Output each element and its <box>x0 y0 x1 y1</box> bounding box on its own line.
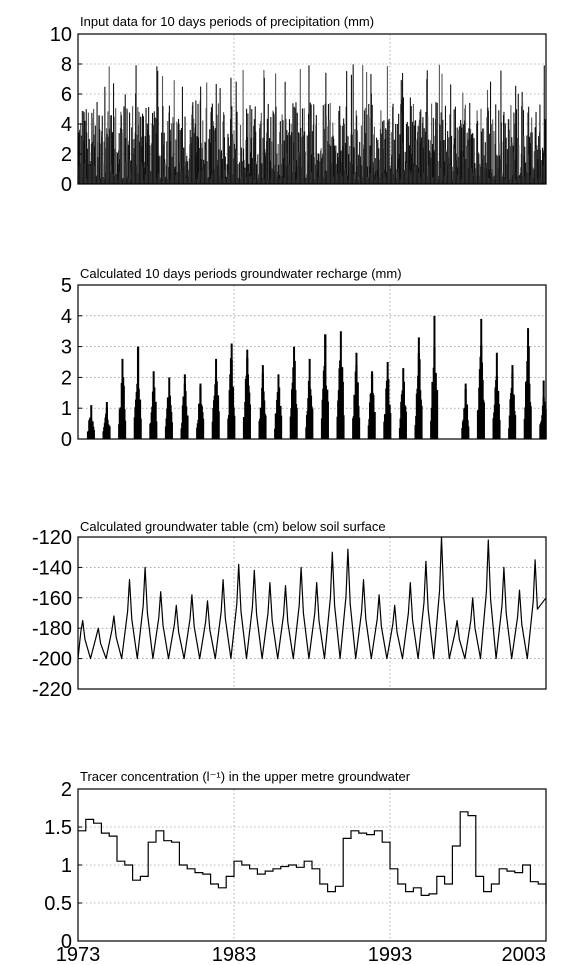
panel-2-marks <box>86 315 547 439</box>
y-tick-label: -220 <box>32 679 72 701</box>
y-tick-label: 2 <box>61 144 72 166</box>
y-tick-label: 8 <box>61 54 72 76</box>
y-tick-label: 0.5 <box>44 893 72 915</box>
y-tick-label: -200 <box>32 649 72 671</box>
panel-3-yticks: -220 -200 -180 -160 -140 -120 <box>32 527 82 701</box>
y-tick-label: -180 <box>32 618 72 640</box>
panel-3-grid <box>78 537 546 689</box>
panel-4-title: Tracer concentration (l⁻¹) in the upper … <box>80 769 411 784</box>
y-tick-label: 10 <box>50 24 72 46</box>
panel-groundwater-table: Calculated groundwater table (cm) below … <box>32 519 547 701</box>
x-tick-label: 1973 <box>56 944 101 965</box>
y-tick-label: -120 <box>32 527 72 549</box>
panel-2-yticks: 0 1 2 3 4 5 <box>61 275 82 451</box>
y-tick-label: 0 <box>61 931 72 953</box>
y-tick-label: 6 <box>61 84 72 106</box>
x-tick-label: 1993 <box>368 944 413 965</box>
panel-2-title: Calculated 10 days periods groundwater r… <box>80 266 402 281</box>
groundwater-line <box>77 536 547 660</box>
panel-2-frame <box>77 284 547 440</box>
panel-4-yticks: 0 0.5 1 1.5 2 <box>44 779 82 953</box>
y-tick-label: 4 <box>61 114 72 136</box>
panel-3-marks <box>77 536 547 660</box>
panel-1-frame <box>77 33 547 185</box>
y-tick-label: 0 <box>61 429 72 451</box>
panel-3-title: Calculated groundwater table (cm) below … <box>80 519 386 534</box>
y-tick-label: 2 <box>61 367 72 389</box>
y-tick-label: 0 <box>61 174 72 196</box>
y-tick-label: -160 <box>32 588 72 610</box>
panel-4-marks <box>78 811 547 905</box>
panel-3-frame <box>77 536 547 690</box>
panel-1-title: Input data for 10 days periods of precip… <box>80 14 374 29</box>
tracer-line <box>78 811 547 905</box>
y-tick-label: 3 <box>61 337 72 359</box>
panel-tracer: Tracer concentration (l⁻¹) in the upper … <box>44 769 547 965</box>
y-tick-label: 2 <box>61 779 72 801</box>
y-tick-label: -140 <box>32 557 72 579</box>
panel-1-yticks: 0 2 4 6 8 10 <box>50 24 82 196</box>
panel-1-marks <box>77 64 547 184</box>
panel-precipitation: Input data for 10 days periods of precip… <box>50 14 547 196</box>
x-tick-label: 1983 <box>212 944 257 965</box>
x-tick-label: 2003 <box>502 944 547 965</box>
y-tick-label: 1.5 <box>44 817 72 839</box>
panel-recharge: Calculated 10 days periods groundwater r… <box>61 266 547 451</box>
y-tick-label: 1 <box>61 398 72 420</box>
panel-4-xticks: 1973 1983 1993 2003 <box>56 944 546 965</box>
y-tick-label: 1 <box>61 855 72 877</box>
y-tick-label: 5 <box>61 275 72 297</box>
y-tick-label: 4 <box>61 306 72 328</box>
